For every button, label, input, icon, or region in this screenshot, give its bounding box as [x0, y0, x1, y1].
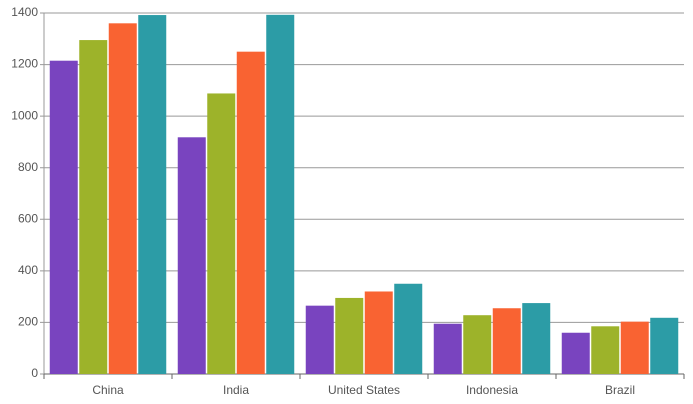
bar: [207, 93, 236, 375]
x-tick-label: United States: [328, 383, 400, 397]
y-tick-label: 600: [18, 211, 38, 225]
bar: [138, 15, 167, 374]
y-tick-label: 1400: [11, 5, 38, 19]
y-tick-label: 800: [18, 160, 38, 174]
bar: [108, 23, 137, 375]
bar: [266, 14, 295, 375]
y-tick-label: 200: [18, 315, 38, 329]
bar: [620, 321, 649, 374]
x-tick-label: India: [223, 383, 249, 397]
bar: [335, 297, 364, 374]
bar: [650, 317, 679, 374]
y-tick-label: 1200: [11, 57, 38, 71]
y-tick-label: 400: [18, 263, 38, 277]
bar: [305, 305, 334, 374]
y-tick-label: 0: [31, 366, 38, 380]
bar: [49, 60, 78, 374]
bar: [463, 315, 492, 374]
x-tick-label: Brazil: [605, 383, 635, 397]
bar: [522, 303, 551, 374]
bar: [492, 308, 521, 374]
bar: [236, 51, 265, 375]
x-tick-label: Indonesia: [466, 383, 518, 397]
bar: [591, 326, 620, 374]
bar: [177, 137, 206, 374]
bar: [79, 40, 108, 374]
bar: [433, 323, 462, 374]
y-tick-label: 1000: [11, 108, 38, 122]
x-tick-label: China: [92, 383, 124, 397]
bar: [364, 291, 393, 374]
bar: [394, 283, 423, 374]
bar: [561, 332, 590, 374]
